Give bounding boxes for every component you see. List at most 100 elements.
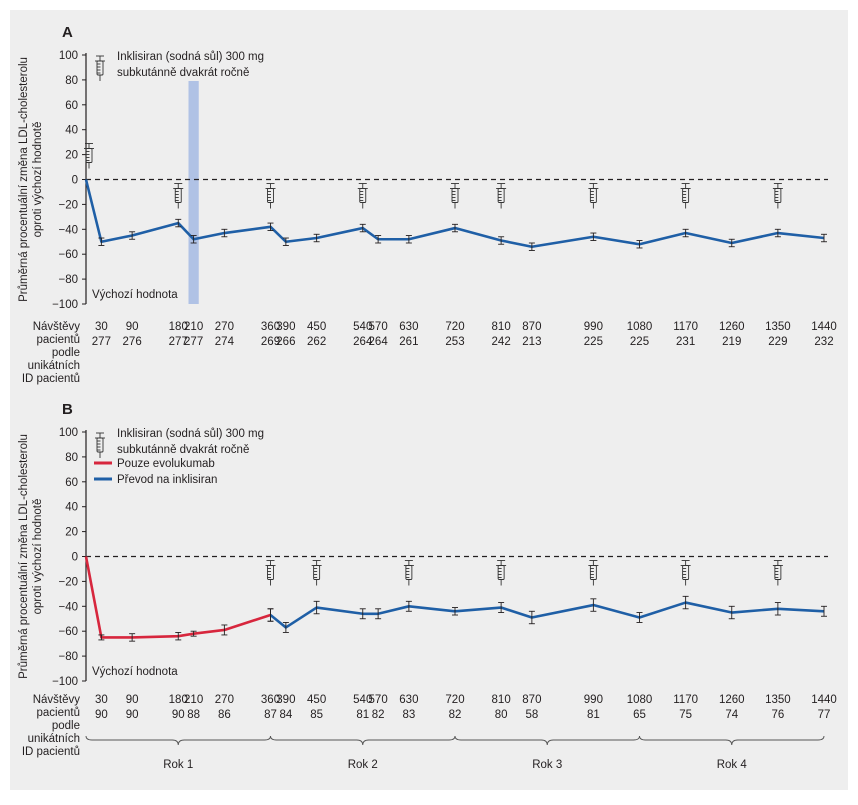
patient-count: 213 xyxy=(522,336,541,348)
y-tick-label: −100 xyxy=(52,299,78,311)
y-tick-label: 40 xyxy=(65,502,78,514)
figure-background xyxy=(10,10,848,790)
row-header-label: Návštěvy xyxy=(33,321,81,333)
y-tick-label: −40 xyxy=(58,224,78,236)
patient-count: 87 xyxy=(264,709,277,721)
patient-count: 58 xyxy=(525,709,538,721)
syringe-icon xyxy=(265,560,276,586)
y-tick-label: 100 xyxy=(59,427,78,439)
syringe-icon xyxy=(496,560,507,586)
panel-letter: A xyxy=(62,24,73,41)
x-tick-label: 450 xyxy=(307,694,326,706)
x-tick-label: 1350 xyxy=(765,321,791,333)
patient-count: 253 xyxy=(445,336,464,348)
syringe-icon xyxy=(84,143,94,169)
row-header-label: Návštěvy xyxy=(33,694,81,706)
x-tick-label: 540 xyxy=(353,694,372,706)
syringe-icon xyxy=(496,183,507,209)
syringe-icon xyxy=(680,183,691,209)
year-brace xyxy=(639,735,825,746)
patient-count: 242 xyxy=(492,336,511,348)
x-tick-label: 990 xyxy=(584,321,603,333)
y-tick-label: 60 xyxy=(65,100,78,112)
patient-count: 83 xyxy=(402,709,415,721)
x-tick-label: 810 xyxy=(492,321,511,333)
y-tick-label: 0 xyxy=(72,175,78,187)
patient-count: 261 xyxy=(399,336,418,348)
x-tick-label: 180 xyxy=(169,694,188,706)
patient-count: 219 xyxy=(722,336,741,348)
x-tick-label: 540 xyxy=(353,321,372,333)
x-tick-label: 1080 xyxy=(627,321,653,333)
injection-note: Inklisiran (sodná sůl) 300 mg xyxy=(117,428,264,440)
syringe-icon xyxy=(450,183,460,209)
row-header-label: podle xyxy=(52,347,80,359)
row-header-label: ID pacientů xyxy=(22,746,80,758)
year-label: Rok 1 xyxy=(163,759,193,771)
patient-count: 231 xyxy=(676,336,695,348)
year-label: Rok 4 xyxy=(717,759,748,771)
syringe-icon xyxy=(357,183,368,209)
patient-count: 90 xyxy=(126,709,139,721)
x-tick-label: 390 xyxy=(276,694,295,706)
patient-count: 86 xyxy=(218,709,231,721)
patient-count: 277 xyxy=(169,336,188,348)
patient-count: 75 xyxy=(679,709,692,721)
x-tick-label: 1350 xyxy=(765,694,791,706)
syringe-icon xyxy=(772,183,783,209)
y-tick-label: 0 xyxy=(72,552,78,564)
patient-count: 277 xyxy=(92,336,111,348)
patient-count: 81 xyxy=(587,709,600,721)
syringe-icon xyxy=(95,432,105,458)
patient-count: 82 xyxy=(372,709,385,721)
y-axis-label: oproti výchozí hodnotě xyxy=(32,122,44,238)
y-tick-label: −40 xyxy=(58,601,78,613)
patient-count: 264 xyxy=(353,336,373,348)
year-label: Rok 3 xyxy=(532,759,562,771)
patient-count: 81 xyxy=(356,709,369,721)
x-tick-label: 210 xyxy=(184,694,203,706)
syringe-icon xyxy=(95,55,105,81)
x-tick-label: 1170 xyxy=(673,321,698,333)
x-tick-label: 1080 xyxy=(627,694,653,706)
year-label: Rok 2 xyxy=(348,759,378,771)
row-header-label: unikátních xyxy=(28,733,80,745)
y-tick-label: 20 xyxy=(65,527,78,539)
x-tick-label: 210 xyxy=(184,321,203,333)
x-tick-label: 810 xyxy=(492,694,511,706)
x-tick-label: 90 xyxy=(126,321,139,333)
baseline-label: Výchozí hodnota xyxy=(92,666,178,678)
patient-count: 264 xyxy=(369,336,389,348)
y-axis-label: Průměrná procentuální změna LDL-choleste… xyxy=(18,57,30,302)
patient-count: 266 xyxy=(276,336,295,348)
y-tick-label: −60 xyxy=(58,626,78,638)
year-brace xyxy=(454,735,640,746)
x-tick-label: 360 xyxy=(261,694,280,706)
y-tick-label: 60 xyxy=(65,477,78,489)
x-tick-label: 720 xyxy=(445,321,464,333)
y-tick-label: −100 xyxy=(52,676,78,688)
patient-count: 277 xyxy=(184,336,203,348)
syringe-icon xyxy=(311,560,322,586)
patient-count: 76 xyxy=(771,709,784,721)
y-tick-label: −20 xyxy=(58,199,78,211)
x-tick-label: 450 xyxy=(307,321,326,333)
x-tick-label: 180 xyxy=(169,321,188,333)
patient-count: 65 xyxy=(633,709,646,721)
row-header-label: pacientů xyxy=(37,707,80,719)
y-tick-label: 80 xyxy=(65,75,78,87)
patient-count: 90 xyxy=(172,709,185,721)
patient-count: 225 xyxy=(584,336,603,348)
y-tick-label: 80 xyxy=(65,452,78,464)
year-brace xyxy=(85,735,271,746)
y-axis-label: oproti výchozí hodnotě xyxy=(32,499,44,615)
x-tick-label: 390 xyxy=(276,321,295,333)
syringe-icon xyxy=(588,560,599,586)
y-tick-label: −80 xyxy=(58,274,78,286)
y-tick-label: −20 xyxy=(58,576,78,588)
legend-entry: Pouze evolukumab xyxy=(117,458,215,470)
syringe-icon xyxy=(772,560,783,586)
x-tick-label: 870 xyxy=(522,694,541,706)
